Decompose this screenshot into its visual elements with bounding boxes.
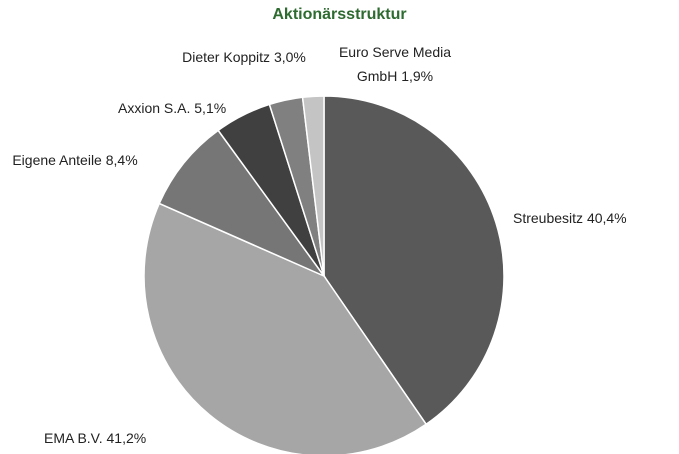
category-label: Eigene Anteile bbox=[12, 152, 102, 168]
slice-label: Eigene Anteile 8,4% bbox=[10, 148, 140, 172]
value-label: 1,9% bbox=[401, 68, 434, 84]
slice-label: Axxion S.A. 5,1% bbox=[118, 96, 268, 120]
slice-label: Euro Serve Media GmbH 1,9% bbox=[320, 40, 470, 88]
category-label: Dieter Koppitz bbox=[182, 49, 271, 65]
category-label: Axxion S.A. bbox=[118, 100, 191, 116]
pie-slice bbox=[158, 129, 327, 278]
chart-title: Aktionärsstruktur bbox=[272, 6, 407, 23]
pie-slice bbox=[323, 95, 505, 426]
category-label: Streubesitz bbox=[513, 210, 584, 226]
slice-label: Dieter Koppitz 3,0% bbox=[174, 45, 314, 69]
slice-label: EMA B.V. 41,2% bbox=[44, 426, 214, 450]
pie-slice bbox=[143, 202, 428, 454]
value-label: 40,4% bbox=[586, 210, 627, 226]
value-label: 8,4% bbox=[105, 152, 138, 168]
value-label: 5,1% bbox=[194, 100, 227, 116]
value-label: 3,0% bbox=[273, 49, 306, 65]
category-label: Euro Serve Media GmbH bbox=[338, 44, 452, 84]
pie-slice bbox=[301, 95, 325, 277]
value-label: 41,2% bbox=[106, 430, 147, 446]
category-label: EMA B.V. bbox=[44, 430, 103, 446]
slice-label: Streubesitz 40,4% bbox=[513, 206, 679, 230]
